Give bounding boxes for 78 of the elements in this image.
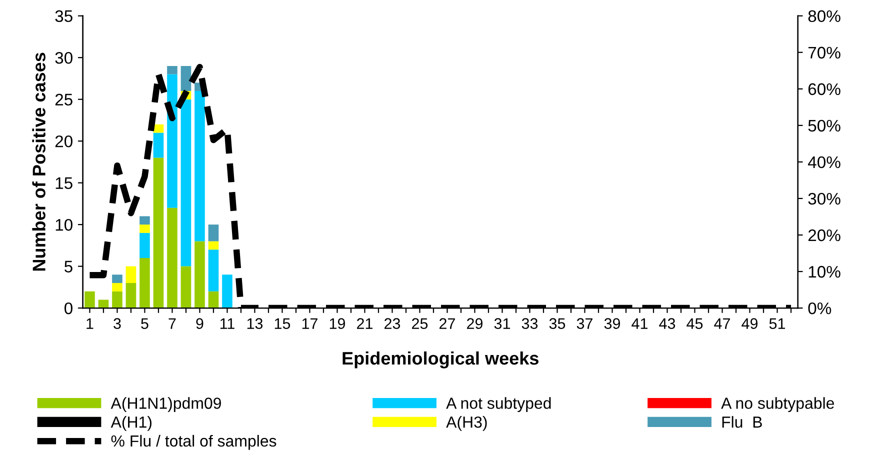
x-tick-label: 47 xyxy=(714,318,730,329)
legend-label: Flu B xyxy=(722,416,762,428)
x-tick-label: 39 xyxy=(604,318,620,329)
bar xyxy=(153,158,164,308)
bar xyxy=(208,250,219,292)
x-tick-label: 17 xyxy=(302,318,318,329)
legend-label: A(H1) xyxy=(110,416,152,431)
y2-tick-label: 40% xyxy=(808,156,840,168)
y-axis-title: Number of Positive cases xyxy=(32,52,46,271)
x-tick-label: 5 xyxy=(141,318,148,329)
bar xyxy=(140,216,150,225)
y2-tick-label: 10% xyxy=(808,266,840,278)
x-tick-label: 51 xyxy=(769,318,786,329)
x-tick-label: 37 xyxy=(576,318,592,329)
x-tick-label: 31 xyxy=(494,318,510,329)
bar xyxy=(140,224,150,233)
x-tick-label: 23 xyxy=(384,318,400,329)
legend-label: A(H3) xyxy=(446,416,487,431)
bar xyxy=(126,282,136,308)
bar xyxy=(194,90,205,242)
legend-label: A no subtypable xyxy=(721,397,834,412)
x-tick-label: 1 xyxy=(86,318,94,329)
y-tick-label: 25 xyxy=(55,94,72,106)
y-tick-label: 35 xyxy=(55,10,72,22)
bar xyxy=(167,74,178,208)
bar xyxy=(167,66,178,74)
x-axis-title: Epidemiological weeks xyxy=(342,351,538,368)
x-tick-label: 13 xyxy=(247,318,263,329)
x-tick-label: 29 xyxy=(467,318,483,329)
bar xyxy=(112,291,122,308)
x-tick-label: 33 xyxy=(522,318,538,329)
y-tick-label: 5 xyxy=(64,260,72,272)
x-tick-label: 49 xyxy=(742,318,758,329)
bar xyxy=(180,66,192,91)
bar xyxy=(208,224,219,242)
y-tick-label: 10 xyxy=(56,218,72,231)
bar xyxy=(84,291,95,308)
x-tick-label: 9 xyxy=(196,318,204,329)
y2-tick-label: 60% xyxy=(808,83,840,96)
y-tick-label: 20 xyxy=(55,135,72,148)
x-tick-label: 41 xyxy=(632,318,648,329)
y-tick-label: 30 xyxy=(55,52,72,64)
bar xyxy=(208,241,219,250)
bar xyxy=(140,258,150,308)
bar xyxy=(167,208,178,308)
legend-label: % Flu / total of samples xyxy=(111,434,276,450)
x-tick-label: 21 xyxy=(357,318,372,329)
x-tick-label: 25 xyxy=(412,318,428,329)
legend-label: A not subtyped xyxy=(446,397,551,412)
bar xyxy=(180,266,192,308)
x-tick-label: 3 xyxy=(114,318,121,329)
bar xyxy=(180,99,192,266)
bar xyxy=(222,274,232,308)
y-tick-label: 15 xyxy=(56,177,72,190)
legend-label: A(H1N1)pdm09 xyxy=(110,397,221,412)
bar xyxy=(98,300,109,308)
x-tick-label: 27 xyxy=(440,318,455,329)
bar xyxy=(208,291,219,308)
bar xyxy=(140,232,150,258)
y2-tick-label: 80% xyxy=(808,10,840,22)
x-tick-label: 7 xyxy=(168,318,176,329)
x-tick-label: 19 xyxy=(330,318,346,329)
y2-tick-label: 20% xyxy=(808,229,840,242)
bar xyxy=(112,274,122,283)
x-tick-label: 11 xyxy=(220,318,234,329)
y2-tick-label: 0% xyxy=(808,302,832,314)
y-tick-label: 0 xyxy=(64,302,72,314)
x-tick-label: 15 xyxy=(274,318,290,329)
x-tick-label: 43 xyxy=(659,318,676,329)
x-tick-label: 35 xyxy=(549,318,566,329)
bar xyxy=(112,282,122,292)
x-tick-label: 45 xyxy=(686,318,703,329)
y2-tick-label: 70% xyxy=(808,46,840,59)
bar xyxy=(194,241,205,308)
bar xyxy=(153,132,164,158)
y2-tick-label: 50% xyxy=(808,120,840,132)
y2-tick-label: 30% xyxy=(808,192,840,205)
bar xyxy=(126,266,136,283)
